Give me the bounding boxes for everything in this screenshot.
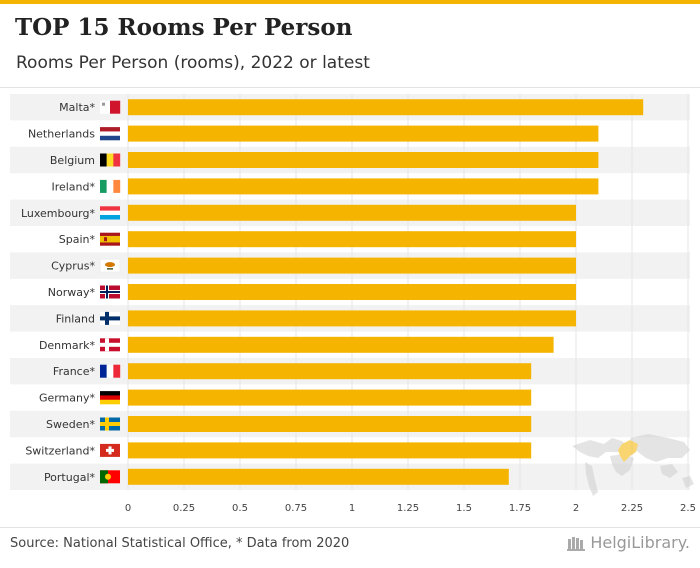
bar [128,310,576,327]
malta-flag-icon [100,100,121,114]
category-label: Norway* [48,286,96,299]
switzerland-flag-icon [100,443,120,457]
category-label: Portugal* [44,471,96,484]
bar [128,204,576,221]
x-tick-label: 0.75 [285,503,307,514]
chart-subtitle: Rooms Per Person (rooms), 2022 or latest [16,53,370,73]
bar [128,125,599,142]
spain-flag-icon [100,232,120,246]
x-tick-label: 1.75 [509,503,531,514]
flags [99,100,121,484]
source-note: Source: National Statistical Office, * D… [10,536,350,551]
bar [128,363,532,380]
x-axis-ticks: 0 0.25 0.5 0.75 1 1.25 1.5 1.75 2 2.25 2.5 [125,503,696,514]
europe-highlight-icon [618,440,638,462]
bar [128,442,532,459]
world-map-icon [572,434,694,496]
bar [128,99,644,116]
finland-flag-icon [100,311,120,325]
category-label: Sweden* [46,418,95,431]
brand[interactable]: HelgiLibrary. [567,533,690,552]
bar [128,152,599,168]
x-tick-label: 0.5 [232,503,248,514]
x-tick-label: 1 [349,503,355,514]
category-label: Switzerland* [25,444,95,457]
sweden-flag-icon [100,417,120,431]
top-accent-bar [0,0,700,4]
x-tick-label: 1.25 [397,503,419,514]
cyprus-flag-icon [99,258,121,273]
x-tick-label: 0.25 [173,503,195,514]
category-label: Luxembourg* [21,207,96,220]
category-label: Denmark* [39,339,96,352]
category-label: Finland [56,312,95,325]
library-logo-icon [567,536,586,551]
category-label: Germany* [39,392,96,405]
category-label: Netherlands [28,128,95,141]
chart-title: TOP 15 Rooms Per Person [15,14,353,41]
category-label: Belgium [50,154,95,167]
norway-flag-icon [100,285,120,299]
bar [128,257,576,274]
france-flag-icon [100,364,121,378]
denmark-flag-icon [100,338,120,352]
netherlands-flag-icon [100,127,120,141]
x-tick-label: 2.25 [621,503,643,514]
luxembourg-flag-icon [100,206,120,220]
category-label: Spain* [59,233,96,246]
footer-divider [0,527,700,528]
portugal-flag-icon [100,470,120,484]
category-label: France* [53,365,96,378]
bar [128,178,599,195]
category-label: Cyprus* [51,260,95,273]
x-tick-label: 2 [573,503,579,514]
germany-flag-icon [100,391,120,405]
x-tick-label: 1.5 [456,503,472,514]
europe-map-watermark [572,434,694,496]
bar [128,416,532,432]
ireland-flag-icon [100,179,121,193]
category-label: Ireland* [51,180,95,193]
bar [128,336,554,353]
brand-name: HelgiLibrary. [590,533,690,552]
bar [128,231,576,248]
bar [128,389,532,406]
belgium-flag-icon [100,153,121,167]
bars [128,99,644,485]
category-label: Malta* [59,101,95,114]
x-tick-label: 0 [125,503,131,514]
header-divider [0,87,700,88]
category-labels: Malta* Netherlands Belgium Ireland* Luxembou… [21,101,96,484]
bar [128,284,576,300]
bar [128,468,509,485]
x-tick-label: 2.5 [680,503,696,514]
